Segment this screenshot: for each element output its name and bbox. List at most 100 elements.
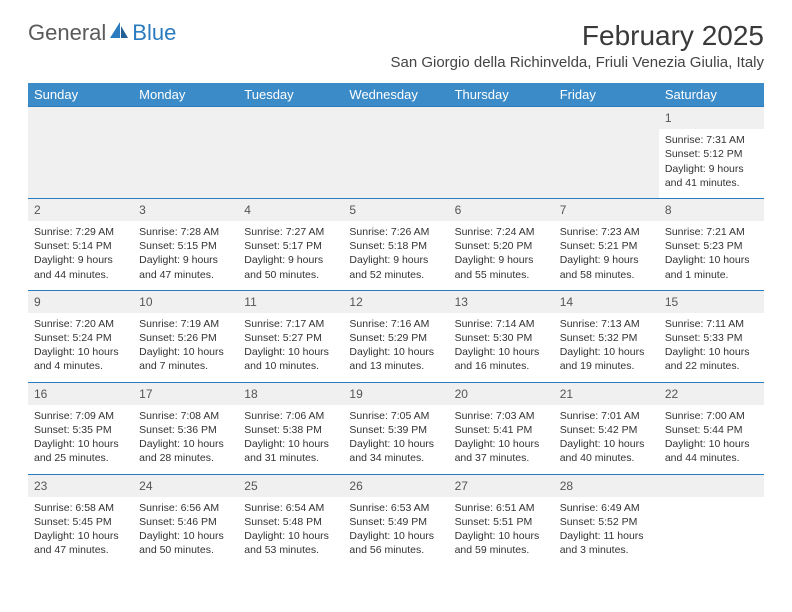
week-data-row: Sunrise: 6:58 AMSunset: 5:45 PMDaylight:… bbox=[28, 497, 764, 566]
week-number-row: 2345678 bbox=[28, 198, 764, 221]
daylight-line: and 40 minutes. bbox=[560, 451, 653, 465]
sunrise-line: Sunrise: 7:19 AM bbox=[139, 317, 232, 331]
daylight-line: and 19 minutes. bbox=[560, 359, 653, 373]
day-number: 2 bbox=[28, 198, 133, 221]
sunrise-line: Sunrise: 6:58 AM bbox=[34, 501, 127, 515]
week-data-row: Sunrise: 7:09 AMSunset: 5:35 PMDaylight:… bbox=[28, 405, 764, 474]
day-number: 21 bbox=[554, 382, 659, 405]
day-number bbox=[343, 107, 448, 130]
daylight-line: Daylight: 10 hours bbox=[244, 437, 337, 451]
daylight-line: and 10 minutes. bbox=[244, 359, 337, 373]
sunset-line: Sunset: 5:21 PM bbox=[560, 239, 653, 253]
location-subtitle: San Giorgio della Richinvelda, Friuli Ve… bbox=[390, 54, 764, 71]
sunrise-line: Sunrise: 7:28 AM bbox=[139, 225, 232, 239]
sunset-line: Sunset: 5:17 PM bbox=[244, 239, 337, 253]
sunrise-line: Sunrise: 7:26 AM bbox=[349, 225, 442, 239]
day-header: Friday bbox=[554, 83, 659, 107]
sunrise-line: Sunrise: 7:29 AM bbox=[34, 225, 127, 239]
daylight-line: and 44 minutes. bbox=[665, 451, 758, 465]
day-header-row: Sunday Monday Tuesday Wednesday Thursday… bbox=[28, 83, 764, 107]
day-cell: Sunrise: 7:19 AMSunset: 5:26 PMDaylight:… bbox=[133, 313, 238, 382]
daylight-line: Daylight: 10 hours bbox=[665, 345, 758, 359]
sunset-line: Sunset: 5:18 PM bbox=[349, 239, 442, 253]
day-number: 15 bbox=[659, 290, 764, 313]
day-cell: Sunrise: 7:28 AMSunset: 5:15 PMDaylight:… bbox=[133, 221, 238, 290]
sunset-line: Sunset: 5:23 PM bbox=[665, 239, 758, 253]
sunset-line: Sunset: 5:14 PM bbox=[34, 239, 127, 253]
day-cell: Sunrise: 7:16 AMSunset: 5:29 PMDaylight:… bbox=[343, 313, 448, 382]
sunrise-line: Sunrise: 7:21 AM bbox=[665, 225, 758, 239]
day-cell: Sunrise: 7:26 AMSunset: 5:18 PMDaylight:… bbox=[343, 221, 448, 290]
day-header: Wednesday bbox=[343, 83, 448, 107]
day-number bbox=[238, 107, 343, 130]
sunset-line: Sunset: 5:12 PM bbox=[665, 147, 758, 161]
day-number: 16 bbox=[28, 382, 133, 405]
daylight-line: and 28 minutes. bbox=[139, 451, 232, 465]
day-number: 22 bbox=[659, 382, 764, 405]
calendar-table: Sunday Monday Tuesday Wednesday Thursday… bbox=[28, 83, 764, 565]
brand-part1: General bbox=[28, 20, 106, 46]
day-number: 26 bbox=[343, 474, 448, 497]
daylight-line: Daylight: 10 hours bbox=[560, 345, 653, 359]
daylight-line: and 22 minutes. bbox=[665, 359, 758, 373]
daylight-line: and 31 minutes. bbox=[244, 451, 337, 465]
day-cell: Sunrise: 7:08 AMSunset: 5:36 PMDaylight:… bbox=[133, 405, 238, 474]
day-cell: Sunrise: 6:49 AMSunset: 5:52 PMDaylight:… bbox=[554, 497, 659, 566]
sunrise-line: Sunrise: 7:03 AM bbox=[455, 409, 548, 423]
day-number: 12 bbox=[343, 290, 448, 313]
daylight-line: Daylight: 10 hours bbox=[560, 437, 653, 451]
sunset-line: Sunset: 5:36 PM bbox=[139, 423, 232, 437]
day-number: 17 bbox=[133, 382, 238, 405]
daylight-line: Daylight: 10 hours bbox=[349, 529, 442, 543]
day-cell: Sunrise: 7:13 AMSunset: 5:32 PMDaylight:… bbox=[554, 313, 659, 382]
daylight-line: and 25 minutes. bbox=[34, 451, 127, 465]
day-number: 8 bbox=[659, 198, 764, 221]
sunrise-line: Sunrise: 7:09 AM bbox=[34, 409, 127, 423]
week-number-row: 9101112131415 bbox=[28, 290, 764, 313]
day-number: 4 bbox=[238, 198, 343, 221]
day-cell bbox=[343, 129, 448, 198]
sunrise-line: Sunrise: 7:31 AM bbox=[665, 133, 758, 147]
day-number: 19 bbox=[343, 382, 448, 405]
day-number: 18 bbox=[238, 382, 343, 405]
day-cell: Sunrise: 7:06 AMSunset: 5:38 PMDaylight:… bbox=[238, 405, 343, 474]
daylight-line: Daylight: 9 hours bbox=[139, 253, 232, 267]
daylight-line: Daylight: 10 hours bbox=[455, 345, 548, 359]
day-cell: Sunrise: 7:01 AMSunset: 5:42 PMDaylight:… bbox=[554, 405, 659, 474]
day-number: 3 bbox=[133, 198, 238, 221]
calendar-body: 1Sunrise: 7:31 AMSunset: 5:12 PMDaylight… bbox=[28, 107, 764, 566]
day-cell: Sunrise: 7:21 AMSunset: 5:23 PMDaylight:… bbox=[659, 221, 764, 290]
daylight-line: Daylight: 10 hours bbox=[139, 437, 232, 451]
daylight-line: and 50 minutes. bbox=[139, 543, 232, 557]
day-cell: Sunrise: 7:05 AMSunset: 5:39 PMDaylight:… bbox=[343, 405, 448, 474]
daylight-line: Daylight: 10 hours bbox=[349, 437, 442, 451]
sunset-line: Sunset: 5:26 PM bbox=[139, 331, 232, 345]
day-cell: Sunrise: 6:51 AMSunset: 5:51 PMDaylight:… bbox=[449, 497, 554, 566]
daylight-line: Daylight: 10 hours bbox=[349, 345, 442, 359]
daylight-line: Daylight: 9 hours bbox=[349, 253, 442, 267]
day-cell bbox=[238, 129, 343, 198]
daylight-line: Daylight: 10 hours bbox=[455, 437, 548, 451]
daylight-line: Daylight: 10 hours bbox=[34, 529, 127, 543]
brand-logo: General Blue bbox=[28, 20, 176, 46]
sunset-line: Sunset: 5:49 PM bbox=[349, 515, 442, 529]
day-number bbox=[554, 107, 659, 130]
sunrise-line: Sunrise: 7:05 AM bbox=[349, 409, 442, 423]
day-number: 5 bbox=[343, 198, 448, 221]
day-number bbox=[133, 107, 238, 130]
daylight-line: and 3 minutes. bbox=[560, 543, 653, 557]
week-data-row: Sunrise: 7:20 AMSunset: 5:24 PMDaylight:… bbox=[28, 313, 764, 382]
sunrise-line: Sunrise: 7:08 AM bbox=[139, 409, 232, 423]
day-cell bbox=[659, 497, 764, 566]
day-cell: Sunrise: 7:14 AMSunset: 5:30 PMDaylight:… bbox=[449, 313, 554, 382]
sunrise-line: Sunrise: 6:56 AM bbox=[139, 501, 232, 515]
daylight-line: and 55 minutes. bbox=[455, 268, 548, 282]
week-number-row: 16171819202122 bbox=[28, 382, 764, 405]
daylight-line: Daylight: 10 hours bbox=[244, 529, 337, 543]
daylight-line: Daylight: 10 hours bbox=[34, 345, 127, 359]
day-cell bbox=[449, 129, 554, 198]
sunrise-line: Sunrise: 7:13 AM bbox=[560, 317, 653, 331]
sunrise-line: Sunrise: 7:24 AM bbox=[455, 225, 548, 239]
day-number: 14 bbox=[554, 290, 659, 313]
sunrise-line: Sunrise: 7:20 AM bbox=[34, 317, 127, 331]
